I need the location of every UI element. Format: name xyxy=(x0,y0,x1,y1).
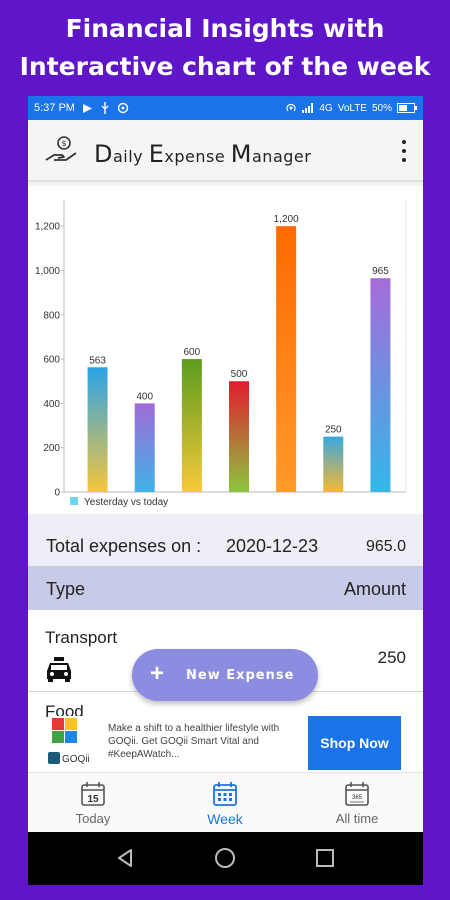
phone-screen: 5:37 PM 4G VoLTE 50% $ Daily Expense Man… xyxy=(28,96,423,885)
svg-text:15: 15 xyxy=(87,794,99,805)
app-title-initial: E xyxy=(148,140,165,168)
sync-icon xyxy=(117,102,129,114)
ad-text: Make a shift to a healthier lifestyle wi… xyxy=(108,723,280,760)
new-expense-label: New Expense xyxy=(186,668,295,683)
ad-brand: GOQii xyxy=(62,754,90,765)
svg-text:365: 365 xyxy=(352,795,363,801)
tab-week-label: Week xyxy=(207,811,243,827)
chart-bar xyxy=(276,226,297,492)
legend-swatch xyxy=(70,497,78,505)
bar-value-label: 250 xyxy=(325,425,342,436)
expense-category: Transport xyxy=(45,628,118,647)
app-title-initial: D xyxy=(94,140,113,168)
app-bar: $ Daily Expense Manager xyxy=(28,120,423,182)
bar-value-label: 965 xyxy=(372,266,389,277)
battery-icon xyxy=(397,103,417,113)
overflow-menu-icon[interactable] xyxy=(401,140,407,162)
legend-label: Yesterday vs today xyxy=(84,497,168,508)
home-icon[interactable] xyxy=(213,846,237,870)
column-type: Type xyxy=(46,579,86,599)
shop-now-button[interactable]: Shop Now xyxy=(308,716,401,770)
volte-label: VoLTE xyxy=(337,102,367,114)
chart-bar xyxy=(323,436,344,492)
bottom-navigation: 15 Today Week 365 All time xyxy=(28,772,423,832)
calendar-week-icon xyxy=(213,782,237,806)
column-amount: Amount xyxy=(343,579,406,599)
expense-amount: 250 xyxy=(377,648,406,667)
usb-icon xyxy=(101,102,109,114)
signal-icon xyxy=(302,103,314,113)
chart-bar xyxy=(181,359,202,492)
new-expense-button[interactable]: + New Expense xyxy=(132,649,318,701)
calendar-all-icon: 365 xyxy=(345,782,369,806)
promo-headline: Financial Insights with Interactive char… xyxy=(0,10,450,86)
hotspot-icon xyxy=(286,103,296,112)
summary-date[interactable]: 2020-12-23 xyxy=(226,536,319,556)
bar-value-label: 500 xyxy=(231,369,248,380)
svg-text:$: $ xyxy=(61,139,66,148)
app-title-word: aily xyxy=(112,147,149,166)
tab-today[interactable]: 15 Today xyxy=(28,773,158,833)
bar-value-label: 600 xyxy=(184,347,201,358)
money-hand-icon: $ xyxy=(45,136,77,161)
y-tick-label: 600 xyxy=(43,355,60,366)
app-title-word: xpense xyxy=(164,147,231,166)
list-item[interactable]: Transport 250 xyxy=(28,610,423,692)
y-tick-label: 1,200 xyxy=(35,222,60,233)
tab-all-time-label: All time xyxy=(335,811,379,826)
tab-all-time[interactable]: 365 All time xyxy=(292,773,422,833)
total-expenses-summary: Total expenses on : 2020-12-23 965.0 xyxy=(28,514,423,566)
tab-week[interactable]: Week xyxy=(160,773,290,833)
chart-bar xyxy=(229,381,249,492)
bar-chart: 0 200 400 600 800 1,000 1,200 563 400 600 500 1,200… xyxy=(35,200,407,508)
calendar-day-icon: 15 xyxy=(81,782,105,806)
status-time: 5:37 PM xyxy=(34,102,75,114)
bar-value-label: 563 xyxy=(89,355,106,366)
y-tick-label: 400 xyxy=(43,399,60,410)
status-bar: 5:37 PM 4G VoLTE 50% xyxy=(28,96,423,120)
back-icon[interactable] xyxy=(113,846,137,870)
goqii-logo-icon xyxy=(48,718,77,764)
bar-value-label: 1,200 xyxy=(274,214,299,225)
total-expenses-label: Total expenses on : xyxy=(46,536,202,556)
chart-bar xyxy=(134,403,155,492)
network-type: 4G xyxy=(319,102,333,114)
promo-line-1: Financial Insights with xyxy=(65,14,385,43)
play-store-icon xyxy=(82,103,92,113)
battery-percent: 50% xyxy=(371,102,392,114)
y-tick-label: 0 xyxy=(54,488,60,499)
app-title-word: anager xyxy=(252,147,312,166)
chart-bar xyxy=(87,367,108,492)
app-title-initial: M xyxy=(230,140,252,168)
weekly-chart[interactable]: 0 200 400 600 800 1,000 1,200 563 400 600 500 1,200… xyxy=(28,186,423,514)
y-tick-label: 200 xyxy=(43,443,60,454)
app-title: Daily Expense Manager xyxy=(94,140,311,168)
table-header: Type Amount xyxy=(28,566,423,610)
plus-icon: + xyxy=(150,660,165,687)
car-icon xyxy=(47,657,71,682)
chart-bar xyxy=(370,278,391,492)
y-tick-label: 1,000 xyxy=(35,266,60,277)
summary-total: 965.0 xyxy=(365,538,406,555)
y-tick-label: 800 xyxy=(43,310,60,321)
system-navigation-bar xyxy=(28,832,423,885)
recents-icon[interactable] xyxy=(313,846,337,870)
promo-line-2: Interactive chart of the week xyxy=(19,52,431,81)
tab-today-label: Today xyxy=(75,811,111,826)
bar-value-label: 400 xyxy=(136,391,153,402)
ad-banner[interactable]: GOQii Make a shift to a healthier lifest… xyxy=(48,716,401,770)
